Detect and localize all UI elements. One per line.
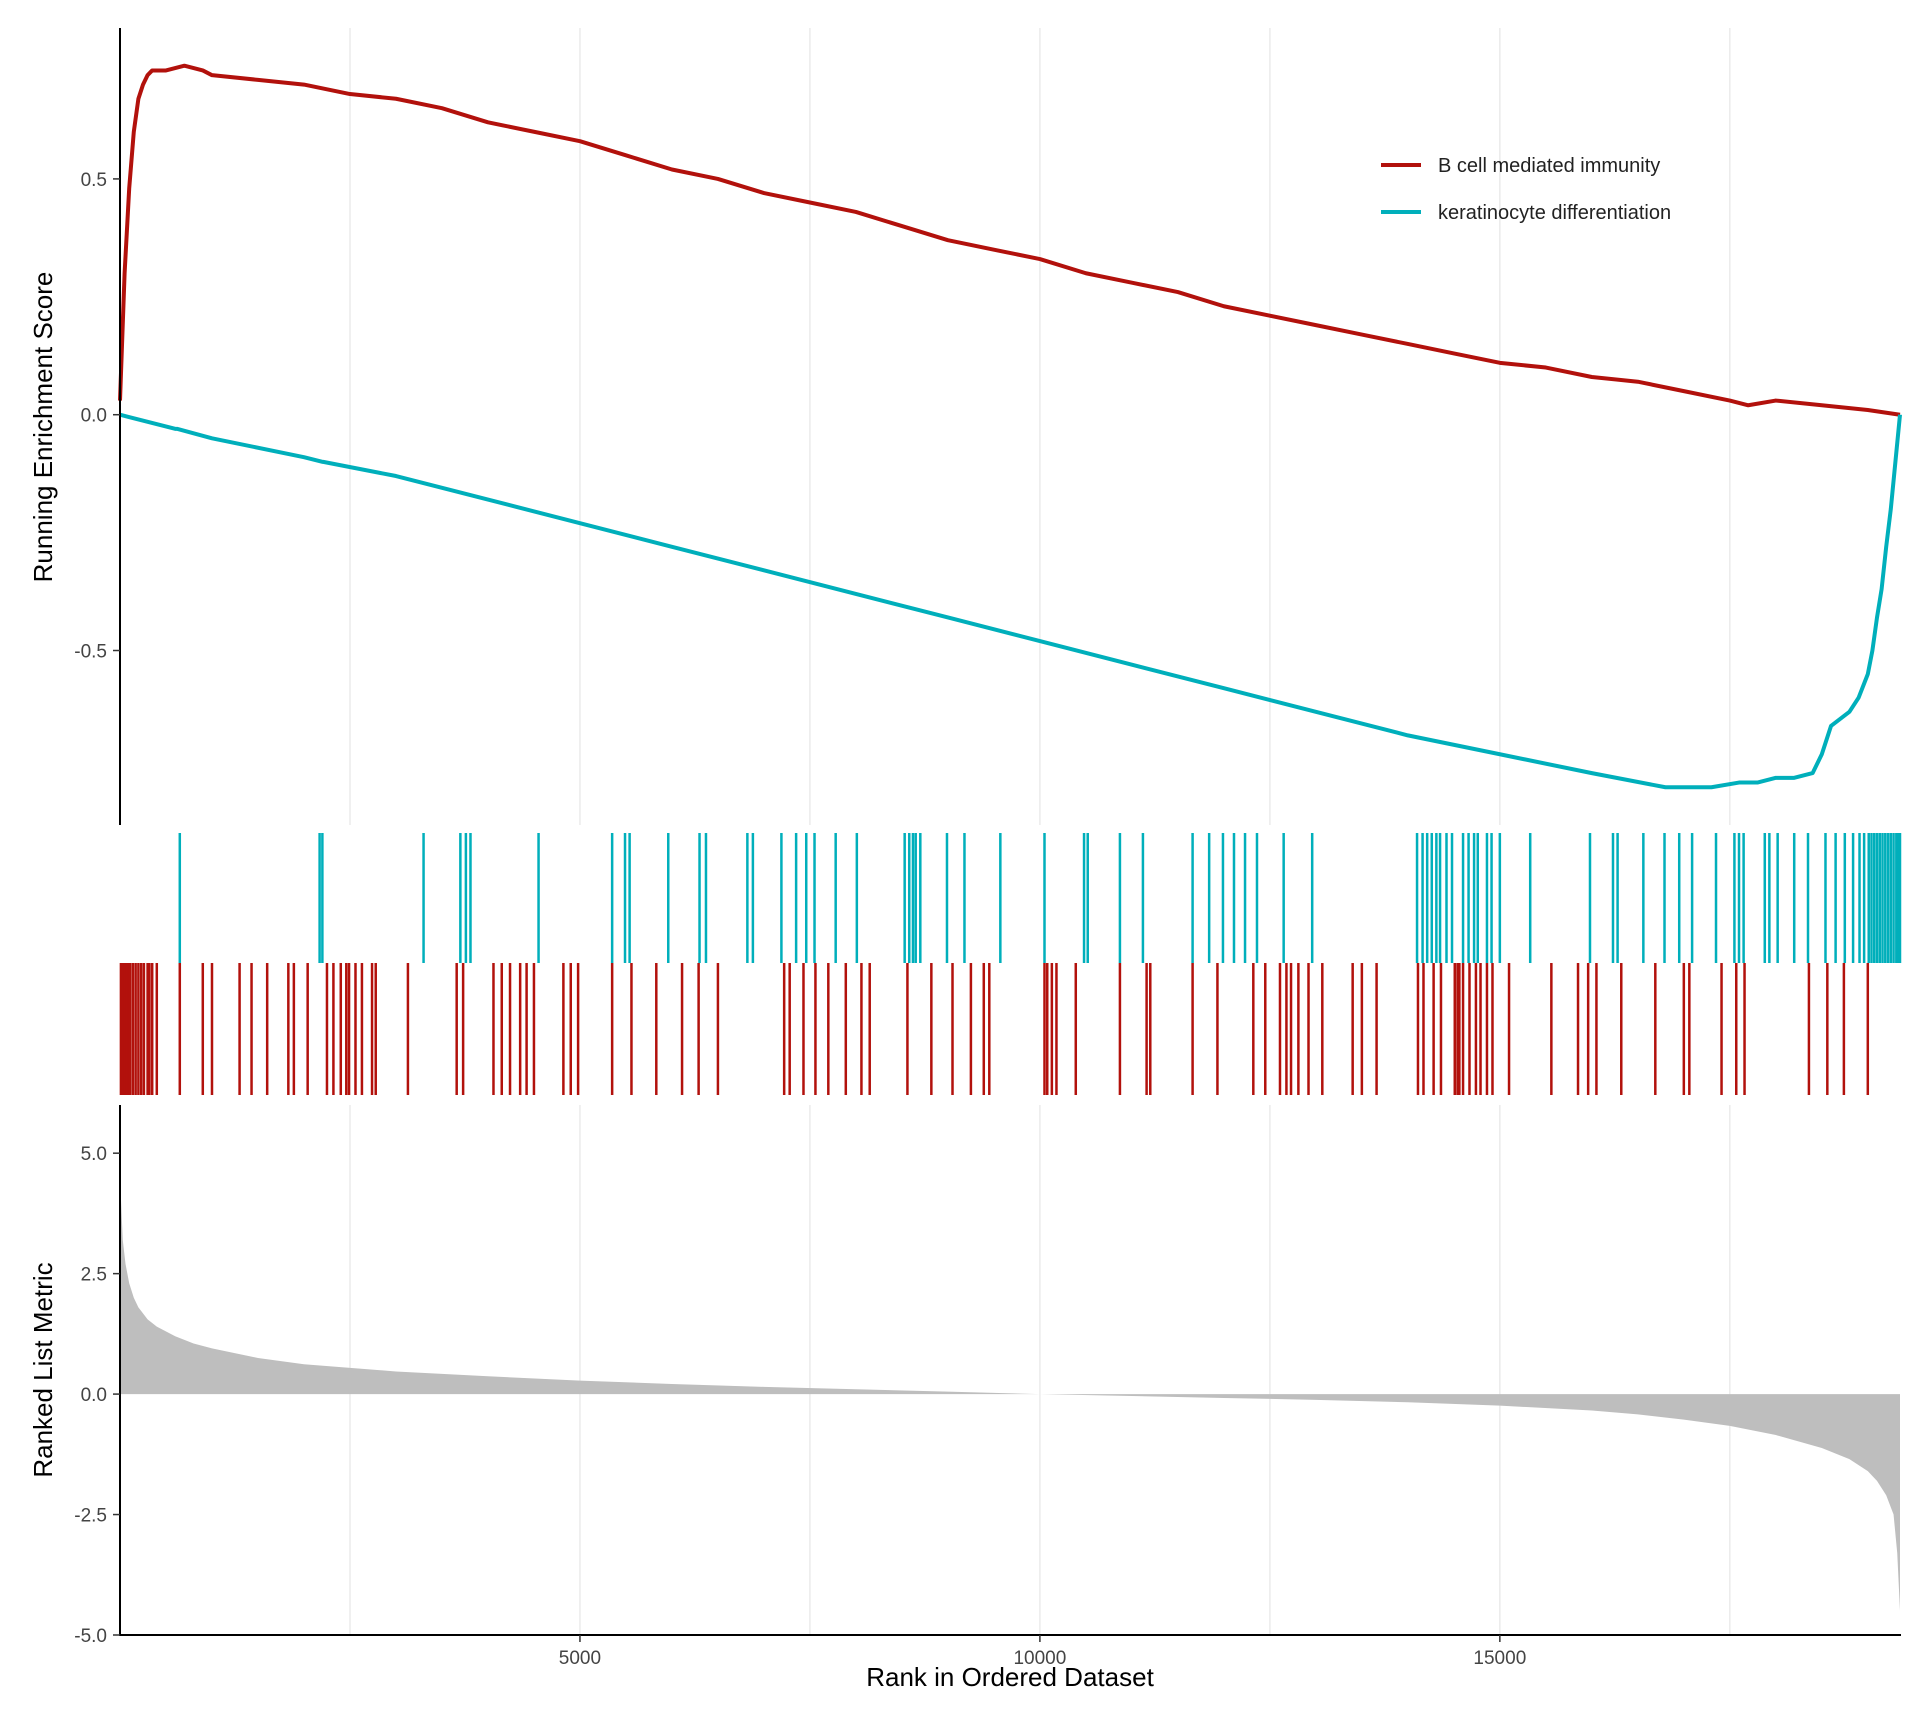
- enrichment-y-ticks: 0.5 0.0 -0.5: [74, 170, 120, 663]
- keratinocyte-hit-ticks: [178, 833, 1902, 963]
- x-axis-title: Rank in Ordered Dataset: [866, 1662, 1154, 1692]
- x-tick-label: 15000: [1473, 1648, 1526, 1669]
- y-tick-label: 0.5: [81, 170, 107, 191]
- legend-label-b-cell: B cell mediated immunity: [1438, 155, 1660, 177]
- series-line-keratinocyte-differentiation: [119, 412, 1902, 790]
- enrichment-y-axis-title: Running Enrichment Score: [28, 272, 58, 583]
- x-ticks: 5000 10000 15000: [559, 1635, 1526, 1669]
- y-tick-label: -0.5: [74, 642, 107, 663]
- metric-y-ticks: 5.0 2.5 0.0 -2.5 -5.0: [74, 1144, 120, 1647]
- y-tick-label: -2.5: [74, 1506, 107, 1527]
- legend: B cell mediated immunity keratinocyte di…: [1381, 155, 1671, 224]
- y-tick-label: 5.0: [81, 1144, 107, 1165]
- x-tick-label: 5000: [559, 1648, 601, 1669]
- y-tick-label: -5.0: [74, 1626, 107, 1647]
- ranked-metric-area: [120, 1177, 1900, 1611]
- y-tick-label: 0.0: [81, 406, 107, 427]
- y-tick-label: 2.5: [81, 1265, 107, 1286]
- enrichment-panel-gridlines: [349, 28, 1731, 825]
- metric-y-axis-title: Ranked List Metric: [28, 1262, 58, 1477]
- series-line-b-cell-mediated-immunity: [118, 63, 1901, 417]
- legend-label-keratinocyte: keratinocyte differentiation: [1438, 202, 1671, 224]
- metric-panel-gridlines: [349, 1105, 1731, 1635]
- b-cell-hit-ticks: [119, 963, 1870, 1095]
- y-tick-label: 0.0: [81, 1385, 107, 1406]
- x-tick-label: 10000: [1013, 1648, 1066, 1669]
